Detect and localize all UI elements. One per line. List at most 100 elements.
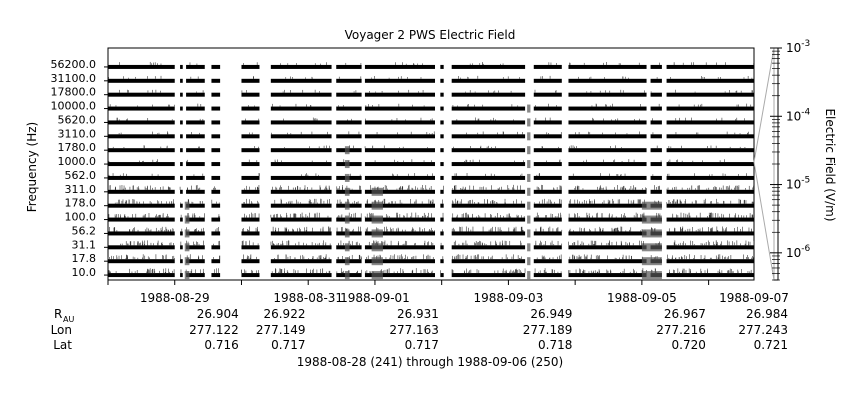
data-band [241, 175, 260, 180]
channel-row [108, 117, 754, 125]
data-band [451, 245, 526, 250]
data-band [440, 273, 444, 278]
data-band [451, 148, 526, 153]
emission-event [527, 201, 531, 210]
data-band [440, 64, 444, 69]
data-band [211, 162, 221, 167]
data-band [666, 134, 754, 139]
data-band [440, 134, 444, 139]
data-band [211, 134, 221, 139]
data-band [108, 175, 175, 180]
data-band [336, 92, 362, 97]
ephem-row-label: Lat [53, 338, 72, 352]
ephem-value: 26.984 [746, 307, 788, 321]
data-band [364, 78, 436, 83]
data-band [666, 245, 754, 250]
data-band [211, 231, 221, 236]
emission-event [344, 271, 350, 280]
data-band [568, 78, 647, 83]
emission-event [527, 104, 531, 113]
emission-event [371, 229, 383, 238]
ephem-value: 26.904 [197, 307, 239, 321]
channel-row [108, 61, 754, 69]
emission-event [184, 271, 190, 280]
y-tick-label: 31100.0 [51, 72, 97, 85]
data-band [108, 92, 175, 97]
colorbar-tick-label: 10-6 [786, 244, 811, 260]
y-tick-label: 178.0 [65, 197, 97, 210]
data-band [650, 92, 662, 97]
data-band [364, 106, 436, 111]
data-band [241, 245, 260, 250]
channel-row [108, 89, 754, 97]
y-tick-label: 17800.0 [51, 86, 97, 99]
data-band [568, 148, 647, 153]
data-band [568, 245, 647, 250]
data-band [440, 175, 444, 180]
emission-event [641, 243, 662, 252]
data-band [666, 64, 754, 69]
x-tick-label: 1988-08-31 [273, 291, 343, 305]
data-band [440, 245, 444, 250]
data-band [336, 78, 362, 83]
data-band [270, 273, 332, 278]
data-band [451, 217, 526, 222]
data-band [270, 120, 332, 125]
plot-area: 56200.031100.017800.010000.05620.03110.0… [51, 47, 755, 281]
data-band [451, 189, 526, 194]
y-tick-label: 3110.0 [58, 127, 97, 140]
emission-event [527, 132, 531, 141]
data-band [241, 92, 260, 97]
data-band [180, 78, 183, 83]
data-band [186, 120, 205, 125]
data-band [533, 273, 562, 278]
data-band [666, 148, 754, 153]
data-band [650, 120, 662, 125]
data-band [650, 78, 662, 83]
data-band [186, 106, 205, 111]
data-band [270, 148, 332, 153]
data-band [364, 245, 436, 250]
data-band [211, 148, 221, 153]
emission-event [371, 243, 383, 252]
data-band [364, 148, 436, 153]
chart-title: Voyager 2 PWS Electric Field [345, 28, 516, 42]
data-band [241, 134, 260, 139]
data-band [440, 259, 444, 264]
y-tick-label: 5620.0 [58, 113, 97, 126]
data-band [336, 106, 362, 111]
data-band [666, 203, 754, 208]
emission-event [344, 257, 350, 266]
data-band [440, 78, 444, 83]
data-band [451, 273, 526, 278]
data-band [180, 259, 183, 264]
ephem-value: 0.716 [204, 338, 238, 352]
data-band [241, 273, 260, 278]
data-band [440, 148, 444, 153]
emission-event [641, 215, 662, 224]
data-band [270, 245, 332, 250]
data-band [108, 120, 175, 125]
data-band [186, 259, 205, 264]
data-band [180, 148, 183, 153]
emission-event [527, 146, 531, 155]
data-band [666, 217, 754, 222]
data-band [440, 217, 444, 222]
ephem-value: 0.721 [754, 338, 788, 352]
data-band [108, 273, 175, 278]
data-band [108, 106, 175, 111]
emission-event [641, 229, 662, 238]
emission-event [371, 257, 383, 266]
colorbar-tick-label: 10-3 [786, 39, 810, 55]
y-tick-label: 1000.0 [58, 155, 97, 168]
y-tick-label: 10.0 [72, 266, 97, 279]
data-band [568, 134, 647, 139]
data-band [241, 231, 260, 236]
data-band [666, 259, 754, 264]
data-band [533, 78, 562, 83]
data-band [364, 175, 436, 180]
data-band [666, 92, 754, 97]
y-tick-label: 100.0 [65, 211, 97, 224]
ephem-value: 277.122 [189, 323, 239, 337]
